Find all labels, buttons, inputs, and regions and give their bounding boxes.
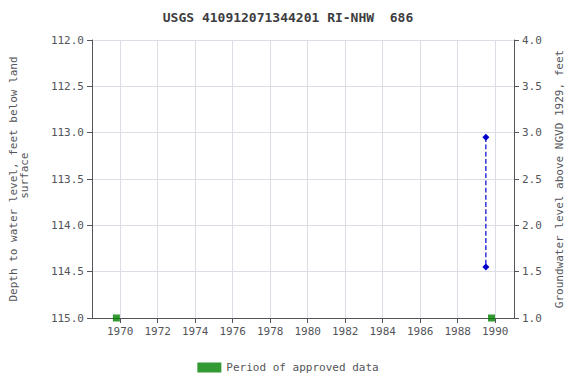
svg-text:1986: 1986 [407, 325, 434, 338]
svg-text:1972: 1972 [144, 325, 171, 338]
svg-text:113.5: 113.5 [51, 173, 84, 186]
svg-text:3.5: 3.5 [522, 80, 542, 93]
svg-text:1982: 1982 [332, 325, 359, 338]
svg-text:2.5: 2.5 [522, 173, 542, 186]
svg-text:1.0: 1.0 [522, 312, 542, 325]
svg-text:115.0: 115.0 [51, 312, 84, 325]
svg-text:Groundwater level above NGVD 1: Groundwater level above NGVD 1929, feet [553, 50, 566, 308]
svg-text:112.0: 112.0 [51, 34, 84, 47]
svg-text:1976: 1976 [219, 325, 246, 338]
svg-text:114.5: 114.5 [51, 265, 84, 278]
svg-text:2.0: 2.0 [522, 219, 542, 232]
svg-text:113.0: 113.0 [51, 126, 84, 139]
svg-text:1978: 1978 [257, 325, 284, 338]
svg-text:114.0: 114.0 [51, 219, 84, 232]
svg-text:1988: 1988 [444, 325, 471, 338]
svg-text:1.5: 1.5 [522, 265, 542, 278]
svg-text:USGS 410912071344201 RI-NHW 6: USGS 410912071344201 RI-NHW 686 [163, 10, 414, 25]
svg-text:Period of approved data: Period of approved data [226, 361, 378, 374]
svg-text:Depth to water level, feet bel: Depth to water level, feet below land [7, 56, 20, 302]
svg-text:1984: 1984 [369, 325, 396, 338]
svg-text:4.0: 4.0 [522, 34, 542, 47]
svg-text:112.5: 112.5 [51, 80, 84, 93]
svg-text:1974: 1974 [182, 325, 209, 338]
svg-text:1970: 1970 [107, 325, 134, 338]
svg-text:surface: surface [18, 153, 31, 206]
svg-text:1980: 1980 [294, 325, 321, 338]
svg-text:1990: 1990 [482, 325, 509, 338]
svg-text:3.0: 3.0 [522, 126, 542, 139]
